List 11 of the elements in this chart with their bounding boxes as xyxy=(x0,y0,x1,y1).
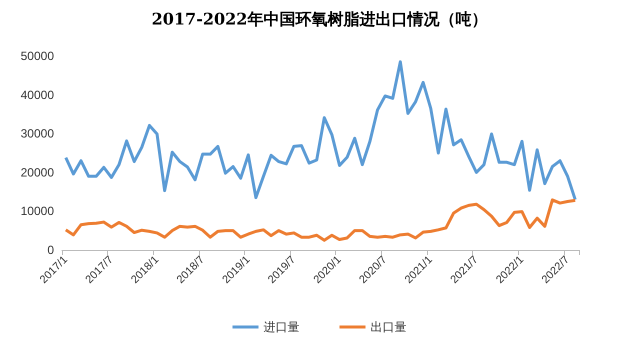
line-series xyxy=(64,60,577,202)
y-tick-label: 50000 xyxy=(20,49,54,63)
chart-title: 2017-2022年中国环氧树脂进出口情况（吨） xyxy=(152,10,488,28)
y-tick-label: 0 xyxy=(47,243,54,257)
line-series xyxy=(64,198,577,242)
y-tick-label: 30000 xyxy=(20,126,54,141)
legend-label: 出口量 xyxy=(370,320,406,334)
legend-label: 进口量 xyxy=(264,320,300,334)
y-tick-label: 10000 xyxy=(20,204,54,218)
y-tick-label: 40000 xyxy=(20,88,54,102)
y-tick-label: 20000 xyxy=(20,165,54,180)
